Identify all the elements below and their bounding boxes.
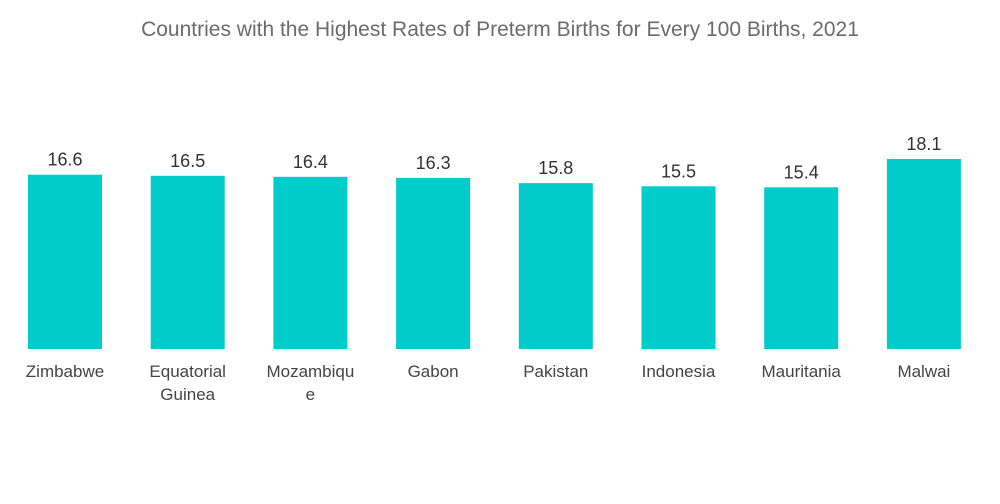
category-label: Mozambiqu e — [266, 362, 354, 404]
category-label-line: e — [306, 385, 315, 404]
category-label: Zimbabwe — [26, 362, 104, 381]
category-label: Malwai — [897, 362, 950, 381]
bar — [273, 176, 348, 349]
value-label: 16.3 — [416, 153, 451, 173]
bar — [764, 187, 839, 349]
category-label: Pakistan — [523, 362, 588, 381]
category-label: Indonesia — [642, 362, 716, 381]
bar — [641, 186, 716, 349]
chart-title: Countries with the Highest Rates of Pret… — [141, 18, 859, 41]
category-label-line: Equatorial — [149, 362, 226, 381]
category-label: Equatorial Guinea — [149, 362, 226, 404]
category-label: Gabon — [408, 362, 459, 381]
category-labels-group: Zimbabwe Equatorial Guinea Mozambiqu e Gabon P… — [26, 362, 951, 404]
value-label: 15.8 — [538, 158, 573, 178]
category-label-line: Guinea — [160, 385, 215, 404]
category-label-line: Mozambiqu — [266, 362, 354, 381]
bars-group — [28, 159, 961, 349]
category-label-line: Mauritania — [762, 362, 842, 381]
value-labels-group: 16.6 16.5 16.4 16.3 15.8 15.5 15.4 18.1 — [47, 134, 941, 182]
category-label-line: Indonesia — [642, 362, 716, 381]
value-label: 18.1 — [906, 134, 941, 154]
category-label-line: Pakistan — [523, 362, 588, 381]
bar — [28, 174, 102, 349]
bar — [396, 177, 471, 349]
value-label: 16.6 — [47, 150, 82, 170]
bar — [518, 183, 593, 349]
category-label-line: Malwai — [897, 362, 950, 381]
value-label: 15.5 — [661, 161, 696, 181]
value-label: 16.4 — [293, 152, 328, 172]
value-label: 15.4 — [784, 162, 819, 182]
category-label-line: Zimbabwe — [26, 362, 104, 381]
category-label-line: Gabon — [408, 362, 459, 381]
bar — [150, 175, 225, 349]
category-label: Mauritania — [762, 362, 842, 381]
bar — [886, 159, 961, 349]
value-label: 16.5 — [170, 151, 205, 171]
